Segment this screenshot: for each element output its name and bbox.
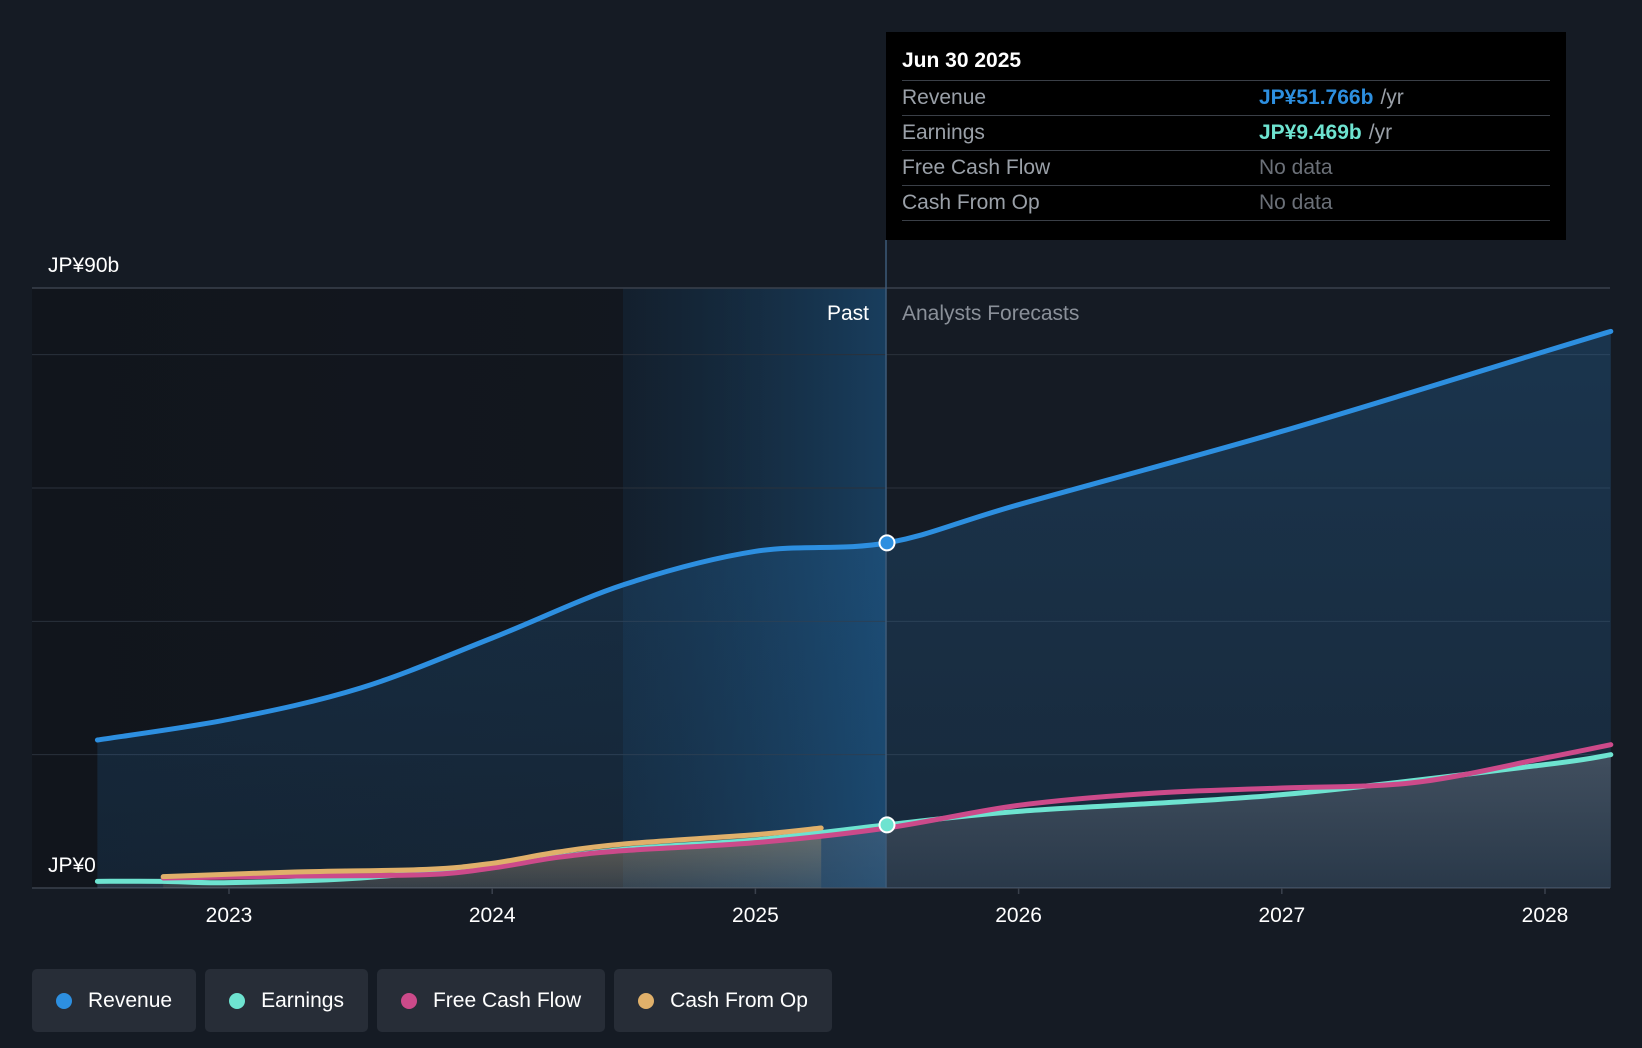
- free-cash-flow-line: [160, 742, 1614, 881]
- tooltip-label: Revenue: [902, 86, 987, 109]
- legend: Revenue Earnings Free Cash Flow Cash Fro…: [32, 969, 832, 1032]
- legend-item-earnings[interactable]: Earnings: [205, 969, 368, 1032]
- legend-label: Revenue: [88, 988, 173, 1012]
- legend-label: Earnings: [261, 988, 344, 1012]
- tooltip: Jun 30 2025 Revenue JP¥51.766b /yr Earni…: [886, 32, 1566, 240]
- forecast-label: Analysts Forecasts: [902, 302, 1079, 325]
- tooltip-unit: /yr: [1368, 121, 1393, 144]
- tooltip-label: Earnings: [902, 121, 985, 144]
- cash-from-op-line: [160, 825, 824, 880]
- x-tick-label: 2026: [995, 904, 1042, 927]
- tooltip-row-fcf: Free Cash Flow No data: [902, 150, 1550, 185]
- x-tick-label: 2024: [469, 904, 516, 927]
- tooltip-label: Free Cash Flow: [902, 156, 1051, 179]
- tooltip-value: JP¥51.766b: [1259, 86, 1374, 109]
- tooltip-date: Jun 30 2025: [902, 49, 1022, 72]
- markers: [878, 534, 896, 834]
- legend-dot-icon: [56, 992, 72, 1009]
- past-label: Past: [827, 302, 869, 325]
- tooltip-label: Cash From Op: [902, 191, 1040, 214]
- x-ticks: 2023 2024 2025 2026 2027 2028: [206, 888, 1569, 927]
- x-tick-label: 2028: [1522, 904, 1569, 927]
- x-tick-label: 2023: [206, 904, 253, 927]
- legend-dot-icon: [638, 992, 655, 1009]
- lines: [94, 328, 1614, 886]
- legend-item-revenue[interactable]: Revenue: [32, 969, 197, 1032]
- legend-item-free-cash-flow[interactable]: Free Cash Flow: [376, 969, 606, 1032]
- y-label-top: JP¥90b: [48, 254, 119, 277]
- revenue-marker: [878, 534, 896, 552]
- tooltip-row-earnings: Earnings JP¥9.469b /yr: [902, 115, 1550, 150]
- legend-label: Cash From Op: [670, 988, 808, 1012]
- tooltip-value: JP¥9.469b: [1259, 121, 1362, 144]
- tooltip-value: No data: [1259, 156, 1333, 179]
- chart: JP¥90b JP¥0 Past Analysts Forecasts 2023…: [32, 240, 1614, 927]
- y-label-bottom: JP¥0: [48, 854, 96, 877]
- x-tick-label: 2027: [1258, 904, 1305, 927]
- legend-label: Free Cash Flow: [432, 988, 582, 1012]
- legend-dot-icon: [229, 992, 246, 1009]
- earnings-marker: [878, 816, 896, 834]
- revenue-line: [94, 328, 1614, 743]
- legend-dot-icon: [400, 992, 417, 1009]
- tooltip-unit: /yr: [1380, 86, 1404, 109]
- earnings-area: [97, 754, 1611, 888]
- tooltip-row-revenue: Revenue JP¥51.766b /yr: [902, 80, 1550, 115]
- revenue-area: [97, 331, 1611, 888]
- legend-item-cash-from-op[interactable]: Cash From Op: [614, 969, 832, 1032]
- x-tick-label: 2025: [732, 904, 779, 927]
- earnings-line: [94, 752, 1614, 886]
- tooltip-value: No data: [1259, 191, 1333, 214]
- tooltip-row-cfo: Cash From Op No data: [902, 185, 1550, 221]
